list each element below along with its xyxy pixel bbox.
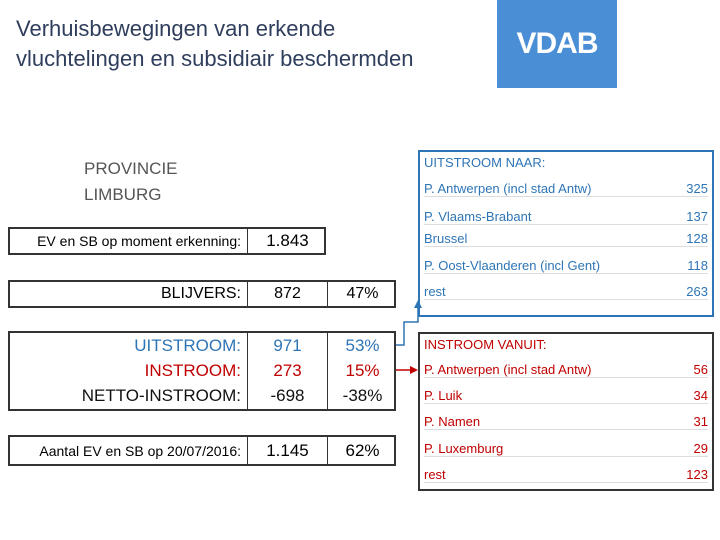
title-line: vluchtelingen en subsidiair beschermden (16, 46, 414, 71)
blijvers-box: BLIJVERS: 872 47% (8, 280, 396, 308)
province-line: LIMBURG (84, 185, 162, 204)
title-line: Verhuisbewegingen van erkende (16, 16, 336, 41)
value: 273 (247, 358, 327, 384)
row: BLIJVERS: 872 47% (10, 282, 394, 306)
pct: 62% (327, 437, 397, 464)
current-box: Aantal EV en SB op 20/07/2016: 1.145 62% (8, 435, 396, 466)
inflow-box: INSTROOM VANUIT: P. Antwerpen (incl stad … (418, 332, 714, 491)
label: NETTO-INSTROOM: (81, 386, 241, 406)
place: P. Oost-Vlaanderen (incl Gent) (424, 258, 601, 273)
value: 1.145 (247, 437, 327, 464)
flow-row: UITSTROOM: 971 53% (10, 333, 397, 359)
count: 118 (687, 258, 708, 273)
list-row: rest 263 (424, 284, 708, 300)
box-title: INSTROOM VANUIT: (424, 337, 547, 352)
value: 1.843 (247, 229, 327, 253)
list-row: P. Antwerpen (incl stad Antw) 56 (424, 362, 708, 378)
count: 263 (686, 284, 708, 299)
label: INSTROOM: (144, 360, 241, 380)
place: P. Antwerpen (incl stad Antw) (424, 181, 592, 196)
count: 56 (693, 362, 708, 377)
place: P. Antwerpen (incl stad Antw) (424, 362, 592, 377)
label: EV en SB op moment erkenning: (37, 233, 241, 249)
pct: -38% (327, 383, 397, 409)
place: P. Luik (424, 388, 463, 403)
place: P. Vlaams-Brabant (424, 209, 532, 224)
row: EV en SB op moment erkenning: 1.843 (10, 229, 324, 253)
place: Brussel (424, 231, 468, 246)
flow-row: INSTROOM: 273 15% (10, 358, 397, 384)
count: 137 (686, 209, 708, 224)
flows-box: UITSTROOM: 971 53% INSTROOM: 273 15% NETTO-INS… (8, 331, 396, 411)
count: 128 (686, 231, 708, 246)
count: 325 (686, 181, 708, 196)
list-row: P. Luik 34 (424, 388, 708, 404)
pct: 15% (327, 358, 397, 384)
flow-row: NETTO-INSTROOM: -698 -38% (10, 383, 397, 409)
arrow-head (410, 366, 418, 374)
outflow-arrow (396, 306, 419, 346)
count: 34 (693, 388, 708, 403)
count: 123 (686, 467, 708, 482)
place: P. Luxemburg (424, 441, 504, 456)
value: -698 (247, 383, 327, 409)
list-row: rest 123 (424, 467, 708, 483)
count: 29 (693, 441, 708, 456)
list-row: Brussel 128 (424, 231, 708, 247)
label: UITSTROOM: (134, 335, 241, 355)
outflow-box: UITSTROOM NAAR: P. Antwerpen (incl stad A… (418, 150, 714, 317)
box-title: UITSTROOM NAAR: (424, 155, 546, 170)
place: rest (424, 284, 446, 299)
erkenning-box: EV en SB op moment erkenning: 1.843 (8, 227, 326, 255)
label: Aantal EV en SB op 20/07/2016: (39, 442, 241, 459)
province: PROVINCIE LIMBURG (84, 156, 178, 208)
value: 872 (247, 282, 327, 306)
arrow-head (414, 300, 422, 308)
row: Aantal EV en SB op 20/07/2016: 1.145 62% (10, 437, 394, 464)
list-row: P. Namen 31 (424, 414, 708, 430)
place: rest (424, 467, 446, 482)
list-row: P. Vlaams-Brabant 137 (424, 209, 708, 225)
pct: 47% (327, 282, 397, 306)
logo: VDAB (497, 0, 617, 88)
value: 971 (247, 333, 327, 359)
title: Verhuisbewegingen van erkende vluchtelin… (16, 14, 413, 74)
list-row: P. Luxemburg 29 (424, 441, 708, 457)
province-line: PROVINCIE (84, 159, 178, 178)
pct: 53% (327, 333, 397, 359)
list-row: P. Antwerpen (incl stad Antw) 325 (424, 181, 708, 197)
label: BLIJVERS: (160, 285, 241, 302)
count: 31 (693, 414, 708, 429)
place: P. Namen (424, 414, 481, 429)
list-row: P. Oost-Vlaanderen (incl Gent) 118 (424, 258, 708, 274)
